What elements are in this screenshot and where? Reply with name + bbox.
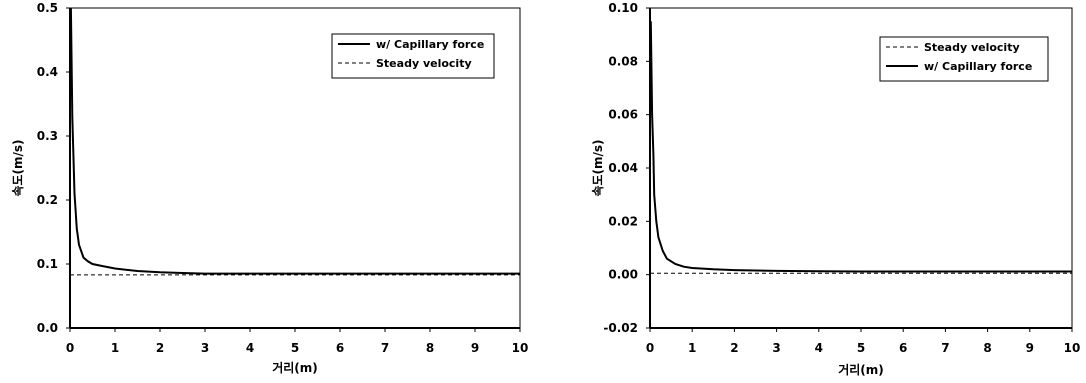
x-tick-label: 7 [381, 341, 389, 355]
y-tick-label: 0.08 [608, 54, 638, 68]
series-line-2 [649, 21, 1072, 273]
x-tick-label: 1 [688, 341, 696, 355]
x-tick-label: 10 [512, 341, 529, 355]
y-tick-label: -0.02 [603, 321, 638, 335]
x-tick-label: 9 [1026, 341, 1034, 355]
x-tick-label: 3 [772, 341, 780, 355]
y-tick-label: 0.00 [608, 268, 638, 282]
y-tick-label: 0.1 [37, 257, 58, 271]
x-tick-label: 2 [156, 341, 164, 355]
x-tick-label: 10 [1064, 341, 1081, 355]
legend-label-1: Steady velocity [924, 41, 1020, 54]
legend-label-1: w/ Capillary force [376, 38, 484, 51]
x-tick-label: 3 [201, 341, 209, 355]
x-axis-label: 거리(m) [272, 360, 318, 375]
x-tick-label: 8 [983, 341, 991, 355]
x-tick-label: 5 [291, 341, 299, 355]
x-tick-label: 1 [111, 341, 119, 355]
legend-box [879, 36, 1049, 82]
series-line-1 [69, 7, 520, 275]
y-tick-label: 0.4 [37, 65, 58, 79]
legend-box [331, 33, 495, 79]
y-axis-label: 속도(m/s) [591, 139, 605, 196]
x-tick-label: 6 [336, 341, 344, 355]
x-tick-label: 0 [66, 341, 74, 355]
y-axis-label: 속도(m/s) [11, 139, 25, 196]
legend: w/ Capillary force Steady velocity [331, 33, 495, 79]
y-tick-label: 0.0 [37, 321, 58, 335]
x-tick-label: 2 [730, 341, 738, 355]
y-tick-label: 0.5 [37, 1, 58, 15]
x-tick-label: 4 [246, 341, 254, 355]
y-tick-label: 0.10 [608, 1, 638, 15]
chart-2: 0 1 2 3 4 5 6 7 8 9 10 -0.02 0.00 0.02 0.04 0.06 0.08 0.1… [591, 1, 1080, 377]
chart-1: 0 1 2 3 4 5 6 7 8 9 10 0.0 0.1 0.2 0.3 0.4 0.5 거리(m) 속도(m/… [11, 1, 528, 375]
y-tick-label: 0.2 [37, 193, 58, 207]
x-tick-label: 6 [899, 341, 907, 355]
x-tick-label: 0 [646, 341, 654, 355]
x-axis-label: 거리(m) [838, 362, 884, 377]
x-tick-label: 8 [426, 341, 434, 355]
y-tick-label: 0.3 [37, 129, 58, 143]
x-tick-label: 9 [471, 341, 479, 355]
legend-label-2: w/ Capillary force [924, 60, 1032, 73]
legend-label-2: Steady velocity [376, 57, 472, 70]
y-tick-label: 0.06 [608, 108, 638, 122]
y-tick-label: 0.04 [608, 161, 638, 175]
x-tick-label: 5 [857, 341, 865, 355]
legend: Steady velocity w/ Capillary force [879, 36, 1049, 82]
y-tick-label: 0.02 [608, 214, 638, 228]
x-tick-label: 7 [941, 341, 949, 355]
x-tick-label: 4 [815, 341, 823, 355]
